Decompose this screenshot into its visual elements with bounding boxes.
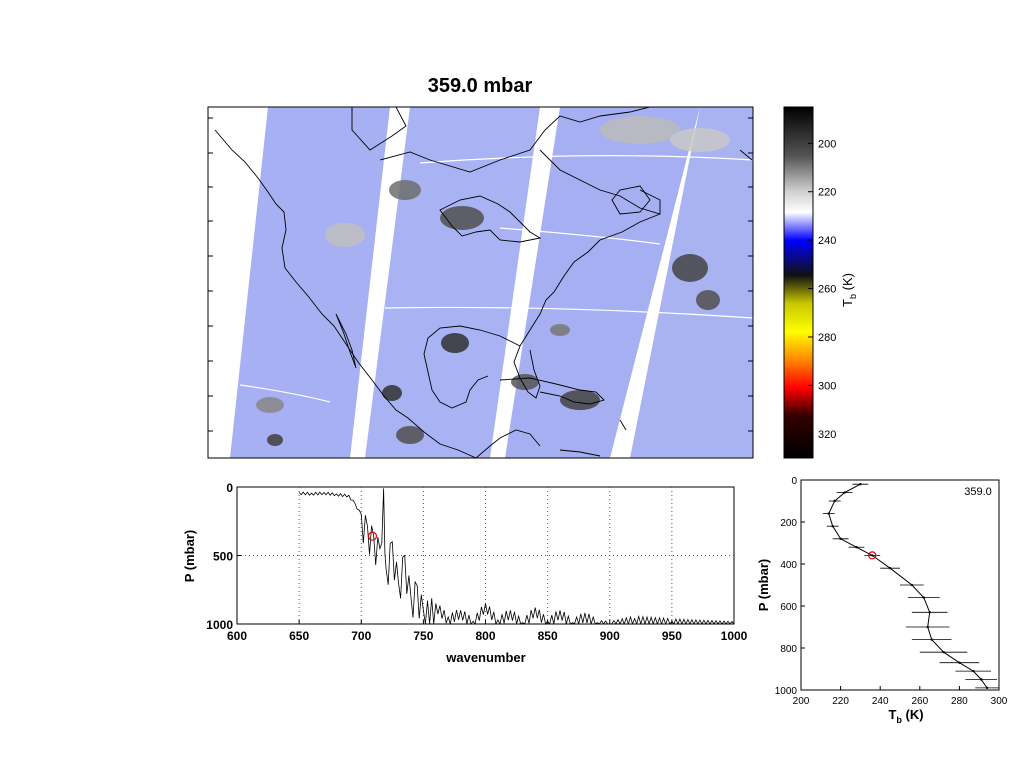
colorbar-tick-label: 220 xyxy=(818,187,836,199)
spectrum-xtick-label: 1000 xyxy=(721,629,748,643)
profile-ytick-label: 400 xyxy=(780,560,797,571)
profile-level-label: 359.0 xyxy=(964,486,992,498)
colorbar: 200 220 240 260 280 300 320 Tb (K) xyxy=(783,106,858,459)
profile-xtick-label: 200 xyxy=(793,696,810,707)
spectrum-xtick-label: 700 xyxy=(351,629,371,643)
profile-marker xyxy=(868,551,877,560)
spectrum-panel: 600 650 700 750 800 850 900 950 1000 0 500 1000 wav… xyxy=(182,481,748,665)
profile-xtick-label: 240 xyxy=(872,696,889,707)
profile-point xyxy=(855,546,858,549)
colorbar-tick-label: 280 xyxy=(818,332,836,344)
page-title: 359.0 mbar xyxy=(427,75,533,97)
spectrum-xtick-label: 650 xyxy=(289,629,309,643)
profile-xtick-label: 220 xyxy=(832,696,849,707)
profile-point xyxy=(859,483,862,486)
profile-point xyxy=(843,491,846,494)
spectrum-ytick-label: 1000 xyxy=(206,618,233,632)
spectrum-ticks: 600 650 700 750 800 850 900 950 1000 0 500 1000 xyxy=(206,481,747,643)
colorbar-tick-label: 240 xyxy=(818,235,836,247)
spectrum-ytick-label: 0 xyxy=(226,481,233,495)
profile-xtick-label: 260 xyxy=(911,696,928,707)
spectrum-xtick-label: 950 xyxy=(662,629,682,643)
profile-panel: 200 220 240 260 280 300 0 200 400 600 800 1000 359.… xyxy=(756,476,1008,725)
profile-point xyxy=(922,596,925,599)
map-swath xyxy=(505,107,700,458)
colorbar-ticks: 200 220 240 260 280 300 320 xyxy=(808,138,836,441)
spectrum-xtick-label: 800 xyxy=(475,629,495,643)
spectrum-series-line xyxy=(298,488,734,624)
profile-ytick-label: 800 xyxy=(780,644,797,655)
profile-point xyxy=(926,625,929,629)
colorbar-tick-label: 300 xyxy=(818,380,836,392)
spectrum-xlabel: wavenumber xyxy=(445,650,525,665)
profile-ytick-label: 1000 xyxy=(775,686,798,697)
profile-ytick-label: 200 xyxy=(780,518,797,529)
profile-point xyxy=(827,512,830,515)
colorbar-label: Tb (K) xyxy=(840,273,858,307)
profile-point xyxy=(979,678,983,681)
map-ticks xyxy=(208,117,753,432)
colorbar-tick-label: 320 xyxy=(818,429,836,441)
spectrum-plot xyxy=(298,488,734,624)
profile-point xyxy=(833,499,836,503)
profile-point xyxy=(839,537,842,540)
profile-point xyxy=(972,669,975,673)
spectrum-xtick-label: 850 xyxy=(538,629,558,643)
map-frame xyxy=(207,106,754,459)
map-orbit-lines xyxy=(239,155,753,403)
spectrum-xtick-label: 750 xyxy=(413,629,433,643)
spectrum-ytick-label: 500 xyxy=(213,550,233,564)
map-swath xyxy=(630,107,753,458)
profile-point xyxy=(888,567,892,570)
profile-point xyxy=(910,583,914,587)
profile-point xyxy=(958,661,961,664)
profile-xlabel: Tb (K) xyxy=(888,707,923,725)
colorbar-tick-label: 260 xyxy=(818,284,836,296)
spectrum-xtick-label: 900 xyxy=(600,629,620,643)
profile-ytick-label: 0 xyxy=(791,476,797,487)
profile-xtick-label: 300 xyxy=(991,696,1008,707)
profile-point xyxy=(831,525,834,528)
spectrum-ylabel: P (mbar) xyxy=(182,530,197,583)
spectrum-marker xyxy=(367,531,378,541)
profile-point xyxy=(985,686,989,690)
spectrum-xtick-label: 600 xyxy=(227,629,247,643)
profile-point xyxy=(928,611,931,614)
spectrum-grid xyxy=(237,487,734,624)
profile-ytick-label: 600 xyxy=(780,602,797,613)
colorbar-tick-label: 200 xyxy=(818,138,836,150)
profile-xtick-label: 280 xyxy=(951,696,968,707)
profile-point xyxy=(942,651,945,654)
map-coastlines xyxy=(214,107,753,458)
colorbar-gradient xyxy=(783,106,814,459)
profile-point xyxy=(930,638,933,641)
profile-ticks: 200 220 240 260 280 300 0 200 400 600 800 1000 xyxy=(775,476,1008,707)
profile-plot xyxy=(822,483,999,690)
profile-point xyxy=(871,554,874,557)
profile-ylabel: P (mbar) xyxy=(756,559,771,612)
map-panel xyxy=(208,107,753,458)
